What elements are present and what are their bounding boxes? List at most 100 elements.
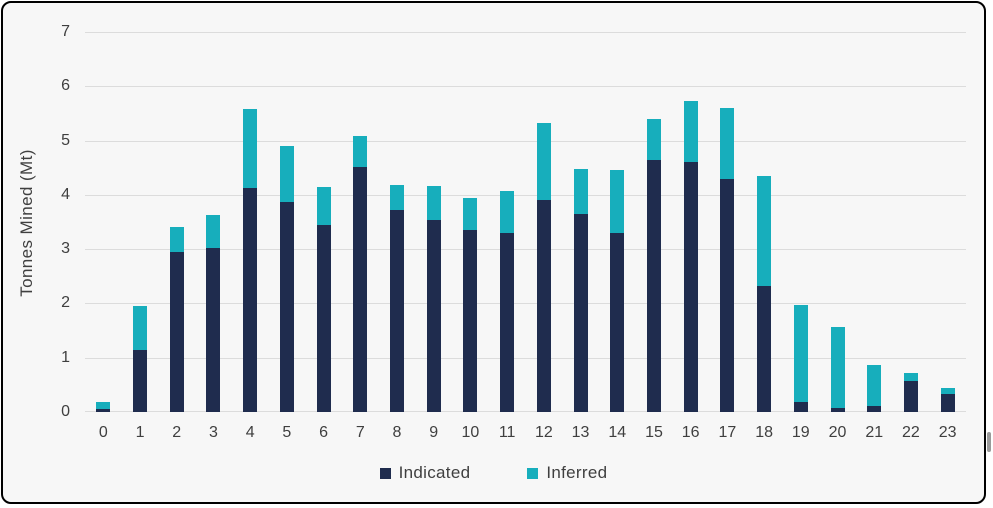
x-tick-label-10: 10 xyxy=(461,424,480,441)
bar-18-inferred xyxy=(757,175,772,286)
gridline-y-5 xyxy=(85,140,966,142)
y-tick-label-6: 6 xyxy=(61,77,70,95)
bar-6-inferred xyxy=(316,186,331,225)
bar-12-inferred xyxy=(536,122,551,201)
x-tick-label-23: 23 xyxy=(938,424,957,441)
y-tick-label-5: 5 xyxy=(61,131,70,149)
x-tick-label-8: 8 xyxy=(392,424,402,441)
plot-area xyxy=(85,32,966,412)
bar-3-indicated xyxy=(206,247,221,412)
y-axis-title: Tonnes Mined (Mt) xyxy=(17,149,36,297)
bar-15-indicated xyxy=(646,159,661,412)
bar-9-indicated xyxy=(426,220,441,412)
gridline-y-6 xyxy=(85,86,966,88)
x-tick-label-19: 19 xyxy=(791,424,810,441)
bar-10-indicated xyxy=(463,230,478,412)
legend-item-indicated: Indicated xyxy=(379,463,471,483)
x-tick-label-3: 3 xyxy=(209,424,218,441)
bar-13-indicated xyxy=(573,213,588,412)
indicated-swatch-icon xyxy=(379,467,391,479)
bar-3-inferred xyxy=(206,214,221,248)
bar-7-inferred xyxy=(353,135,368,167)
x-tick-label-6: 6 xyxy=(319,424,329,441)
y-tick-label-1: 1 xyxy=(61,348,70,366)
gridline-y-3 xyxy=(85,249,966,251)
x-tick-label-14: 14 xyxy=(608,424,627,441)
bar-2-inferred xyxy=(169,227,184,252)
bar-6-indicated xyxy=(316,224,331,412)
bar-20-indicated xyxy=(830,408,845,412)
bar-23-indicated xyxy=(940,393,955,412)
bar-0-inferred xyxy=(96,402,111,410)
bar-20-inferred xyxy=(830,326,845,409)
bar-15-inferred xyxy=(646,118,661,160)
x-tick-label-2: 2 xyxy=(172,424,182,441)
bar-1-indicated xyxy=(133,349,148,412)
gridline-y-2 xyxy=(85,303,966,305)
scrollbar-thumb-fragment xyxy=(987,432,991,452)
legend-label-inferred: Inferred xyxy=(546,463,608,482)
x-tick-label-0: 0 xyxy=(98,424,108,441)
x-tick-label-12: 12 xyxy=(534,424,553,441)
bar-5-indicated xyxy=(279,202,294,412)
bar-2-indicated xyxy=(169,251,184,412)
x-tick-label-5: 5 xyxy=(282,424,292,441)
x-tick-label-22: 22 xyxy=(902,424,920,441)
y-tick-label-4: 4 xyxy=(61,185,70,203)
bar-14-indicated xyxy=(610,232,625,412)
x-tick-label-7: 7 xyxy=(355,424,365,441)
bar-17-indicated xyxy=(720,178,735,412)
inferred-swatch-icon xyxy=(527,467,539,479)
y-tick-label-0: 0 xyxy=(61,403,70,420)
gridline-y-7 xyxy=(85,32,966,33)
bar-23-inferred xyxy=(940,388,955,394)
bar-4-inferred xyxy=(243,109,258,188)
legend: Indicated Inferred xyxy=(1,463,986,483)
bar-8-inferred xyxy=(390,185,405,210)
bar-19-indicated xyxy=(793,401,808,412)
bar-9-inferred xyxy=(426,186,441,221)
bar-12-indicated xyxy=(536,200,551,412)
bar-0-indicated xyxy=(96,409,111,412)
x-tick-label-15: 15 xyxy=(645,424,663,441)
bar-4-indicated xyxy=(243,187,258,412)
bar-13-inferred xyxy=(573,169,588,214)
bar-18-indicated xyxy=(757,285,772,412)
bar-11-inferred xyxy=(500,190,515,233)
bar-16-indicated xyxy=(683,162,698,412)
bar-1-inferred xyxy=(133,306,148,350)
legend-item-inferred: Inferred xyxy=(527,463,607,483)
gridline-y-4 xyxy=(85,194,966,196)
bar-16-inferred xyxy=(683,100,698,163)
x-tick-label-4: 4 xyxy=(245,424,255,441)
gridline-y-1 xyxy=(85,357,966,359)
y-tick-label-7: 7 xyxy=(61,23,70,40)
bar-21-inferred xyxy=(867,364,882,407)
x-tick-label-16: 16 xyxy=(681,424,700,441)
bar-5-inferred xyxy=(279,146,294,203)
y-tick-label-3: 3 xyxy=(61,240,70,258)
x-tick-label-11: 11 xyxy=(498,424,516,441)
bar-19-inferred xyxy=(793,305,808,402)
bar-14-inferred xyxy=(610,169,625,233)
bar-8-indicated xyxy=(390,209,405,412)
gridline-y-0 xyxy=(85,411,966,412)
x-tick-label-21: 21 xyxy=(865,424,884,441)
bar-22-inferred xyxy=(903,372,918,382)
x-tick-label-18: 18 xyxy=(755,424,773,441)
x-tick-label-1: 1 xyxy=(135,424,145,441)
y-tick-label-2: 2 xyxy=(61,294,70,312)
legend-label-indicated: Indicated xyxy=(398,463,471,482)
bar-21-indicated xyxy=(867,406,882,412)
x-tick-label-20: 20 xyxy=(828,424,847,441)
x-tick-label-9: 9 xyxy=(429,424,439,441)
bar-10-inferred xyxy=(463,197,478,231)
bar-11-indicated xyxy=(500,232,515,412)
bar-22-indicated xyxy=(903,381,918,412)
x-tick-label-13: 13 xyxy=(571,424,590,441)
bar-17-inferred xyxy=(720,108,735,179)
bar-7-indicated xyxy=(353,166,368,412)
x-tick-label-17: 17 xyxy=(718,424,737,441)
